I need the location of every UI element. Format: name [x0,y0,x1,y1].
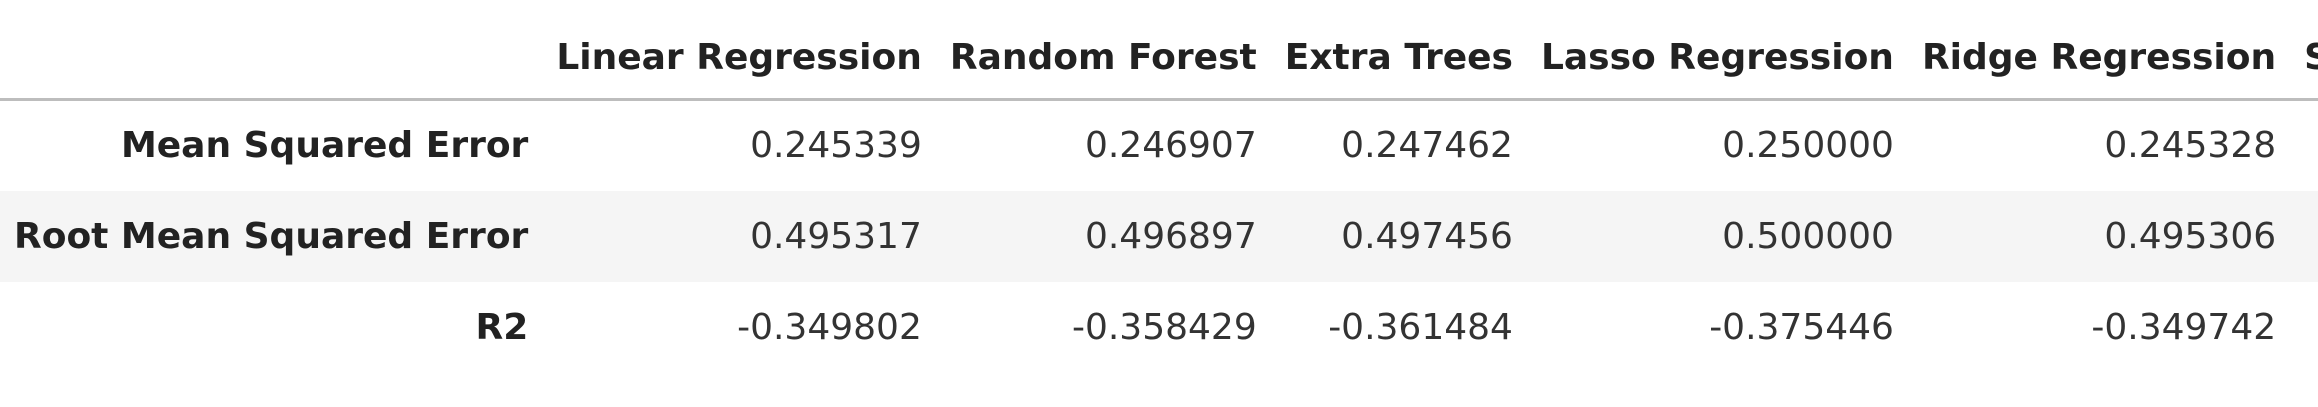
table-cell: -0.349802 [737,306,922,348]
table-cell: 0.497456 [1341,215,1513,257]
table-cell: 0.244234 [2290,100,2318,191]
table-row-r2: R2 -0.349802 -0.358429 -0.361484 -0.3754… [0,282,2318,373]
table-cell: 0.245339 [750,125,922,167]
table-cell: 0.246907 [1084,125,1257,167]
column-header-lasso-regression: Lasso Regression [1526,16,1908,101]
table-cell: 0.495306 [2104,215,2277,257]
column-header-random-forest: Random Forest [935,16,1271,101]
column-header-linear-regression: Linear Regression [542,16,936,101]
table-body: Mean Squared Error 0.245339 0.246907 0.2… [0,100,2318,373]
table-header: Linear Regression Random Forest Extra Tr… [0,16,2318,101]
row-label: R2 [475,306,529,348]
table-row-root-mean-squared-error: Root Mean Squared Error 0.495317 0.49689… [0,190,2318,282]
table-cell: -0.375446 [1709,306,1894,348]
table-cell: 0.496897 [1084,215,1257,257]
column-header-extra-trees: Extra Trees [1270,16,1527,101]
column-header-stochastic-gradient-design: Stochastic Gradient Design [2290,16,2318,101]
header-row: Linear Regression Random Forest Extra Tr… [0,16,2318,101]
index-header-cell [0,16,543,101]
metrics-table: Linear Regression Random Forest Extra Tr… [0,16,2318,373]
table-cell: 0.247462 [1341,125,1513,167]
table-cell: -0.361484 [1328,306,1513,348]
table-cell: 0.495317 [750,215,922,257]
table-cell: -0.343724 [2290,282,2318,373]
table-row-mean-squared-error: Mean Squared Error 0.245339 0.246907 0.2… [0,100,2318,191]
row-label: Root Mean Squared Error [14,215,529,257]
table-cell: 0.500000 [1722,215,1894,257]
column-header-ridge-regression: Ridge Regression [1907,16,2291,101]
table-cell: 0.494201 [2290,191,2318,282]
row-label: Mean Squared Error [120,125,529,167]
table-cell: 0.250000 [1722,125,1894,167]
table-cell: 0.245328 [2104,125,2277,167]
table-cell: -0.349742 [2091,306,2277,348]
table-cell: -0.358429 [1071,306,1257,348]
